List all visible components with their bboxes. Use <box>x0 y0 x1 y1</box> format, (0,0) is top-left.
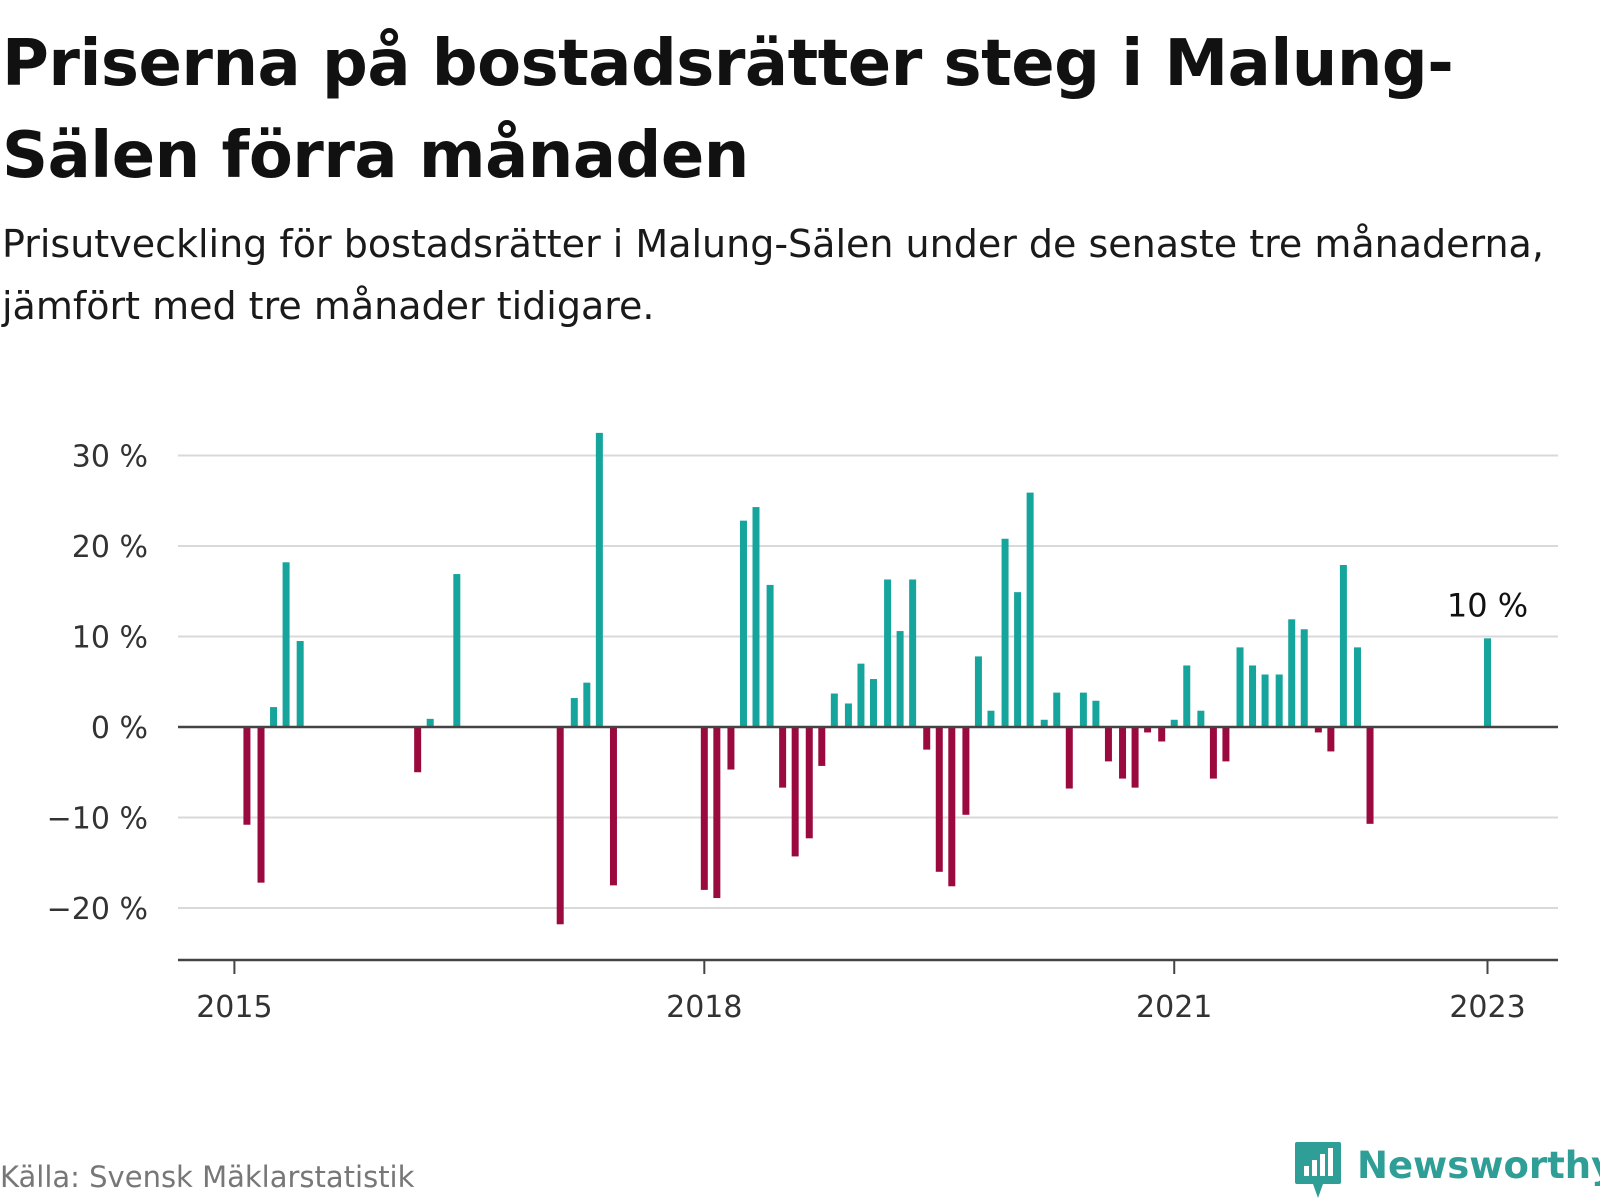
bar <box>779 727 787 788</box>
bar <box>700 727 708 890</box>
x-tick-label: 2015 <box>196 990 272 1025</box>
bar <box>1249 665 1257 727</box>
bar <box>1366 727 1374 824</box>
bar <box>1053 692 1061 727</box>
bar <box>583 682 591 727</box>
bar-chart: 30 %20 %10 %0 %−10 %−20 % 2015 2018 2021 20… <box>47 432 1558 1025</box>
bar <box>923 727 931 750</box>
bar <box>1236 647 1244 727</box>
x-tick-label: 2018 <box>666 990 742 1025</box>
bar <box>414 727 422 773</box>
bar <box>1314 727 1322 733</box>
bar <box>1079 692 1087 727</box>
y-axis-labels: 30 % 20 % 10 % 0 % −10 % −20 % <box>47 440 148 928</box>
bar <box>1119 727 1127 779</box>
bar <box>766 584 774 727</box>
bar <box>296 641 304 727</box>
axes <box>178 725 1558 974</box>
bar <box>974 656 982 727</box>
y-tick-label: 0 % <box>91 711 148 746</box>
bar <box>1170 719 1178 727</box>
bar <box>1040 719 1048 727</box>
bar <box>830 693 838 727</box>
bar <box>1026 492 1034 727</box>
bar <box>909 579 917 727</box>
bar <box>570 698 578 727</box>
brand-name: Newsworthy <box>1357 1144 1600 1187</box>
y-tick-label: 30 % <box>72 440 148 475</box>
x-tick-label: 2021 <box>1136 990 1212 1025</box>
bar <box>818 727 826 766</box>
bar <box>270 707 278 727</box>
bars <box>243 432 1492 925</box>
brand-logo[interactable]: Newsworthy <box>1293 1140 1600 1200</box>
bar <box>896 631 904 727</box>
grid-lines <box>178 454 1558 909</box>
bar <box>257 727 265 883</box>
bar <box>857 663 865 727</box>
bar <box>1183 665 1191 727</box>
bar <box>791 727 799 857</box>
bar <box>556 727 564 925</box>
bar <box>713 727 721 899</box>
bar <box>282 562 290 727</box>
bar <box>1144 727 1152 733</box>
bar <box>1484 638 1492 727</box>
last-value-label: 10 % <box>1447 586 1528 624</box>
bar <box>1275 674 1283 727</box>
bar <box>1354 647 1362 727</box>
bar <box>752 507 760 727</box>
bar <box>962 727 970 815</box>
bar <box>426 718 434 727</box>
bar <box>869 679 877 727</box>
bar <box>595 432 603 727</box>
bar <box>805 727 813 839</box>
newsworthy-logo-icon <box>1295 1142 1341 1198</box>
bar <box>1300 629 1308 727</box>
chart-subtitle: Prisutveckling för bostadsrätter i Malun… <box>2 222 1544 328</box>
bar <box>609 727 617 886</box>
bar <box>1092 700 1100 727</box>
chart-title: Priserna på bostadsrätter steg i Malung-… <box>2 27 1454 193</box>
bar <box>1001 538 1009 727</box>
y-tick-label: 20 % <box>72 530 148 565</box>
y-tick-label: 10 % <box>72 621 148 656</box>
bar <box>1131 727 1139 788</box>
bar <box>1222 727 1230 762</box>
x-tick-label: 2023 <box>1449 990 1525 1025</box>
y-tick-label: −20 % <box>47 892 148 927</box>
bar <box>739 520 747 727</box>
bar <box>884 579 892 727</box>
bar <box>1327 727 1335 752</box>
bar <box>1339 565 1347 727</box>
bar <box>987 710 995 727</box>
bar <box>948 727 956 887</box>
bar <box>243 727 251 825</box>
bar <box>727 727 735 770</box>
bar <box>844 703 852 727</box>
bar <box>1065 727 1073 789</box>
y-tick-label: −10 % <box>47 802 148 837</box>
bar <box>453 574 461 727</box>
bar <box>1209 727 1217 779</box>
bar <box>1288 619 1296 727</box>
bar <box>1104 727 1112 762</box>
bar <box>1158 727 1166 742</box>
x-axis-labels: 2015 2018 2021 2023 <box>196 990 1525 1025</box>
bar <box>1261 674 1269 727</box>
bar <box>1014 592 1022 727</box>
bar <box>1197 710 1205 727</box>
bar <box>935 727 943 872</box>
source-note: Källa: Svensk Mäklarstatistik <box>0 1160 415 1194</box>
